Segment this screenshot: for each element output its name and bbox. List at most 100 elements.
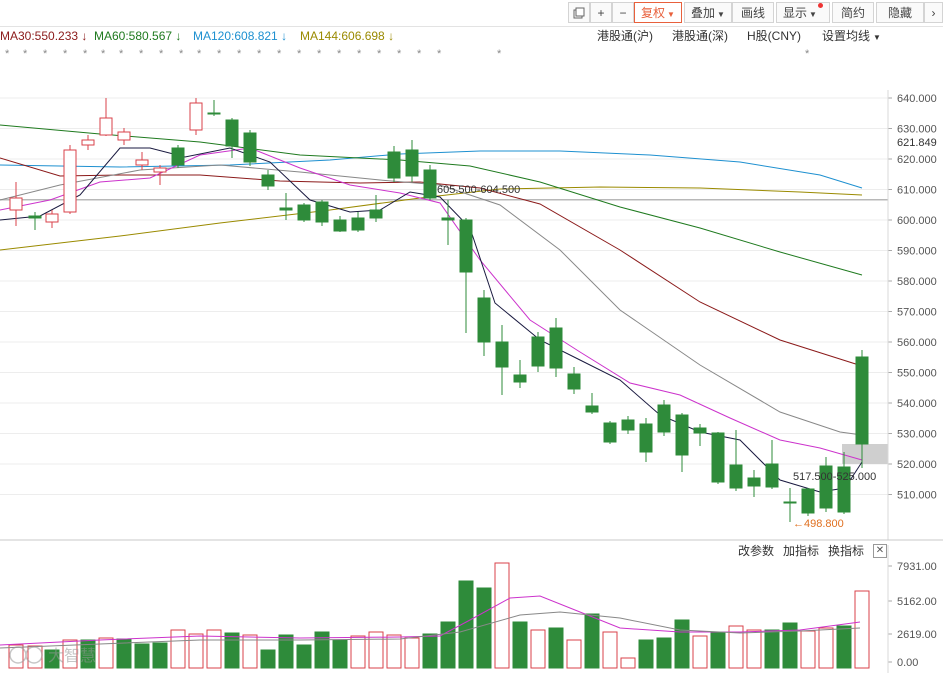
volume-bar: [242, 634, 258, 669]
diejia-button[interactable]: 叠加 ▼: [684, 2, 732, 23]
volume-bar: [638, 639, 654, 669]
volume-bar: [80, 639, 96, 669]
volume-bar: [854, 590, 870, 669]
volume-bar: [98, 637, 114, 669]
axis-tick-label: 520.000: [897, 459, 937, 471]
candle-body: [639, 423, 653, 453]
volume-bar: [260, 649, 276, 669]
event-star-icon: *: [257, 48, 262, 60]
fuquan-button[interactable]: 复权 ▼: [634, 2, 682, 23]
candle-body: [351, 217, 365, 231]
price-highlight-zone: [842, 444, 888, 464]
caret-down-icon: ▼: [873, 33, 881, 42]
event-star-icon: *: [119, 48, 124, 60]
candlesticks: [9, 98, 869, 522]
arrow-down-icon: ↓: [388, 29, 395, 43]
candle-body: [441, 217, 455, 221]
candle-body: [135, 159, 149, 166]
volume-bar: [656, 637, 672, 669]
candle-body: [693, 427, 707, 434]
event-star-icon: *: [277, 48, 282, 60]
jianyue-button[interactable]: 简约: [832, 2, 874, 23]
volume-ma: [0, 595, 861, 649]
event-star-icon: *: [317, 48, 322, 60]
volume-bar: [44, 649, 60, 669]
event-star-icon: *: [417, 48, 422, 60]
event-star-icon: *: [297, 48, 302, 60]
volume-bar: [728, 625, 744, 669]
event-star-icon: *: [23, 48, 28, 60]
tab-hk-sz[interactable]: 港股通(深): [672, 29, 728, 43]
candle-body: [819, 465, 833, 509]
volume-bar: [782, 622, 798, 669]
volume-bar: [692, 635, 708, 669]
axis-tick-label: 510.000: [897, 490, 937, 502]
volume-bar: [188, 633, 204, 669]
candle-body: [657, 404, 671, 433]
event-markers: * * * * * * * * * * * * * * * * * * * * * * * * *: [5, 48, 810, 60]
axis-tick-label: 620.000: [897, 154, 937, 166]
axis-tick-label: 550.000: [897, 368, 937, 380]
resistance-line: [0, 199, 888, 201]
ma60-legend: MA60:580.567 ↓: [94, 27, 181, 45]
candle-body: [423, 169, 437, 199]
volume-bar: [746, 629, 762, 669]
xianshi-button[interactable]: 显示 ▼: [776, 2, 830, 23]
watermark-text: 大智慧: [48, 647, 96, 665]
ma120-line: [0, 150, 863, 189]
event-star-icon: *: [43, 48, 48, 60]
candle-body: [369, 209, 383, 219]
event-star-icon: *: [159, 48, 164, 60]
layout-icon[interactable]: [568, 2, 590, 23]
volume-bar: [764, 629, 780, 669]
event-star-icon: *: [101, 48, 106, 60]
ma144-line: [0, 186, 863, 251]
event-star-icon: *: [83, 48, 88, 60]
event-star-icon: *: [217, 48, 222, 60]
zoom-out-button[interactable]: −: [612, 2, 634, 23]
candle-body: [711, 432, 725, 483]
current-price-label: 621.849: [897, 137, 937, 149]
candle-body: [477, 297, 491, 343]
axis-tick-label: 590.000: [897, 246, 937, 258]
set-ma-button[interactable]: 设置均线 ▼: [822, 27, 881, 47]
volume-bar: [62, 639, 78, 669]
zone-lower-label: 517.500-525.000: [793, 471, 876, 483]
moving-averages: [0, 124, 863, 493]
vol-ma-slow: [0, 611, 861, 649]
vol-axis-label: 2619.00: [897, 629, 937, 641]
yincang-button[interactable]: 隐藏: [876, 2, 924, 23]
candle-body: [855, 356, 869, 445]
candle-body: [405, 149, 419, 177]
close-icon[interactable]: ✕: [873, 544, 887, 558]
switch-indicator-button[interactable]: 换指标: [828, 544, 865, 558]
tab-hk-sh[interactable]: 港股通(沪): [597, 29, 653, 43]
event-star-icon: *: [397, 48, 402, 60]
add-indicator-button[interactable]: 加指标: [783, 544, 820, 558]
candle-body: [171, 147, 185, 166]
ma120-legend: MA120:608.821 ↓: [193, 27, 287, 45]
candle-body: [549, 327, 563, 369]
volume-bar: [494, 562, 510, 669]
zoom-in-button[interactable]: +: [590, 2, 612, 23]
candle-body: [279, 207, 293, 211]
candle-body: [747, 477, 761, 487]
axis-tick-label: 570.000: [897, 307, 937, 319]
chart-toolbar: + − 复权 ▼ 叠加 ▼ 画线 显示 ▼ 简约 隐藏 ›: [0, 0, 943, 27]
event-star-icon: *: [179, 48, 184, 60]
candle-body: [801, 488, 815, 514]
candle-body: [153, 167, 167, 173]
axis-tick-label: 540.000: [897, 398, 937, 410]
tab-h-share[interactable]: H股(CNY): [747, 29, 801, 43]
ma5-line: [0, 147, 863, 493]
volume-bar: [422, 633, 438, 669]
candle-body: [495, 341, 509, 368]
low-mark-label: ←498.800: [793, 518, 844, 530]
candle-body: [333, 219, 347, 232]
candle-body: [28, 215, 42, 219]
candle-body: [315, 201, 329, 223]
huaxian-button[interactable]: 画线: [732, 2, 774, 23]
edit-params-button[interactable]: 改参数: [738, 544, 775, 558]
ma30-legend: MA30:550.233 ↓: [0, 27, 87, 45]
